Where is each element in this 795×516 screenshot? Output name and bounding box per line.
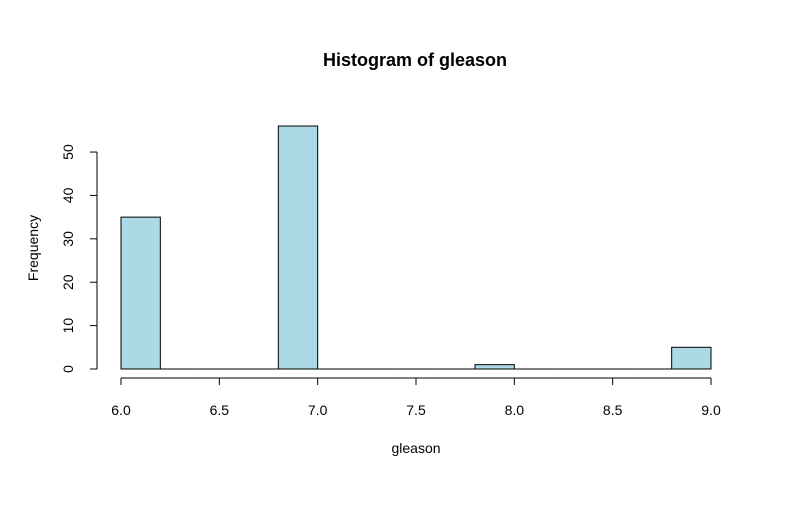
x-tick-label: 8.5	[603, 402, 623, 418]
histogram-bar	[474, 364, 515, 370]
bars-group	[120, 125, 712, 370]
y-tick-label: 20	[60, 274, 76, 290]
y-axis: 0 10 20 30 40 50	[60, 144, 98, 373]
x-tick-label: 8.0	[505, 402, 525, 418]
histogram-bar	[277, 125, 319, 370]
y-tick-label: 10	[60, 318, 76, 334]
x-tick-label: 6.5	[210, 402, 230, 418]
x-tick-label: 9.0	[701, 402, 721, 418]
x-axis: 6.0 6.5 7.0 7.5 8.0 8.5 9.0	[111, 377, 721, 418]
x-axis-label: gleason	[391, 440, 440, 456]
y-tick-label: 50	[60, 144, 76, 160]
histogram-bar	[671, 346, 712, 370]
x-tick-label: 6.0	[111, 402, 131, 418]
chart-title: Histogram of gleason	[323, 50, 507, 70]
x-tick-label: 7.5	[406, 402, 426, 418]
y-tick-label: 40	[60, 187, 76, 203]
histogram-bar	[120, 216, 161, 370]
x-tick-label: 7.0	[308, 402, 328, 418]
y-tick-label: 0	[60, 365, 76, 373]
y-tick-label: 30	[60, 231, 76, 247]
y-axis-label: Frequency	[25, 215, 41, 281]
